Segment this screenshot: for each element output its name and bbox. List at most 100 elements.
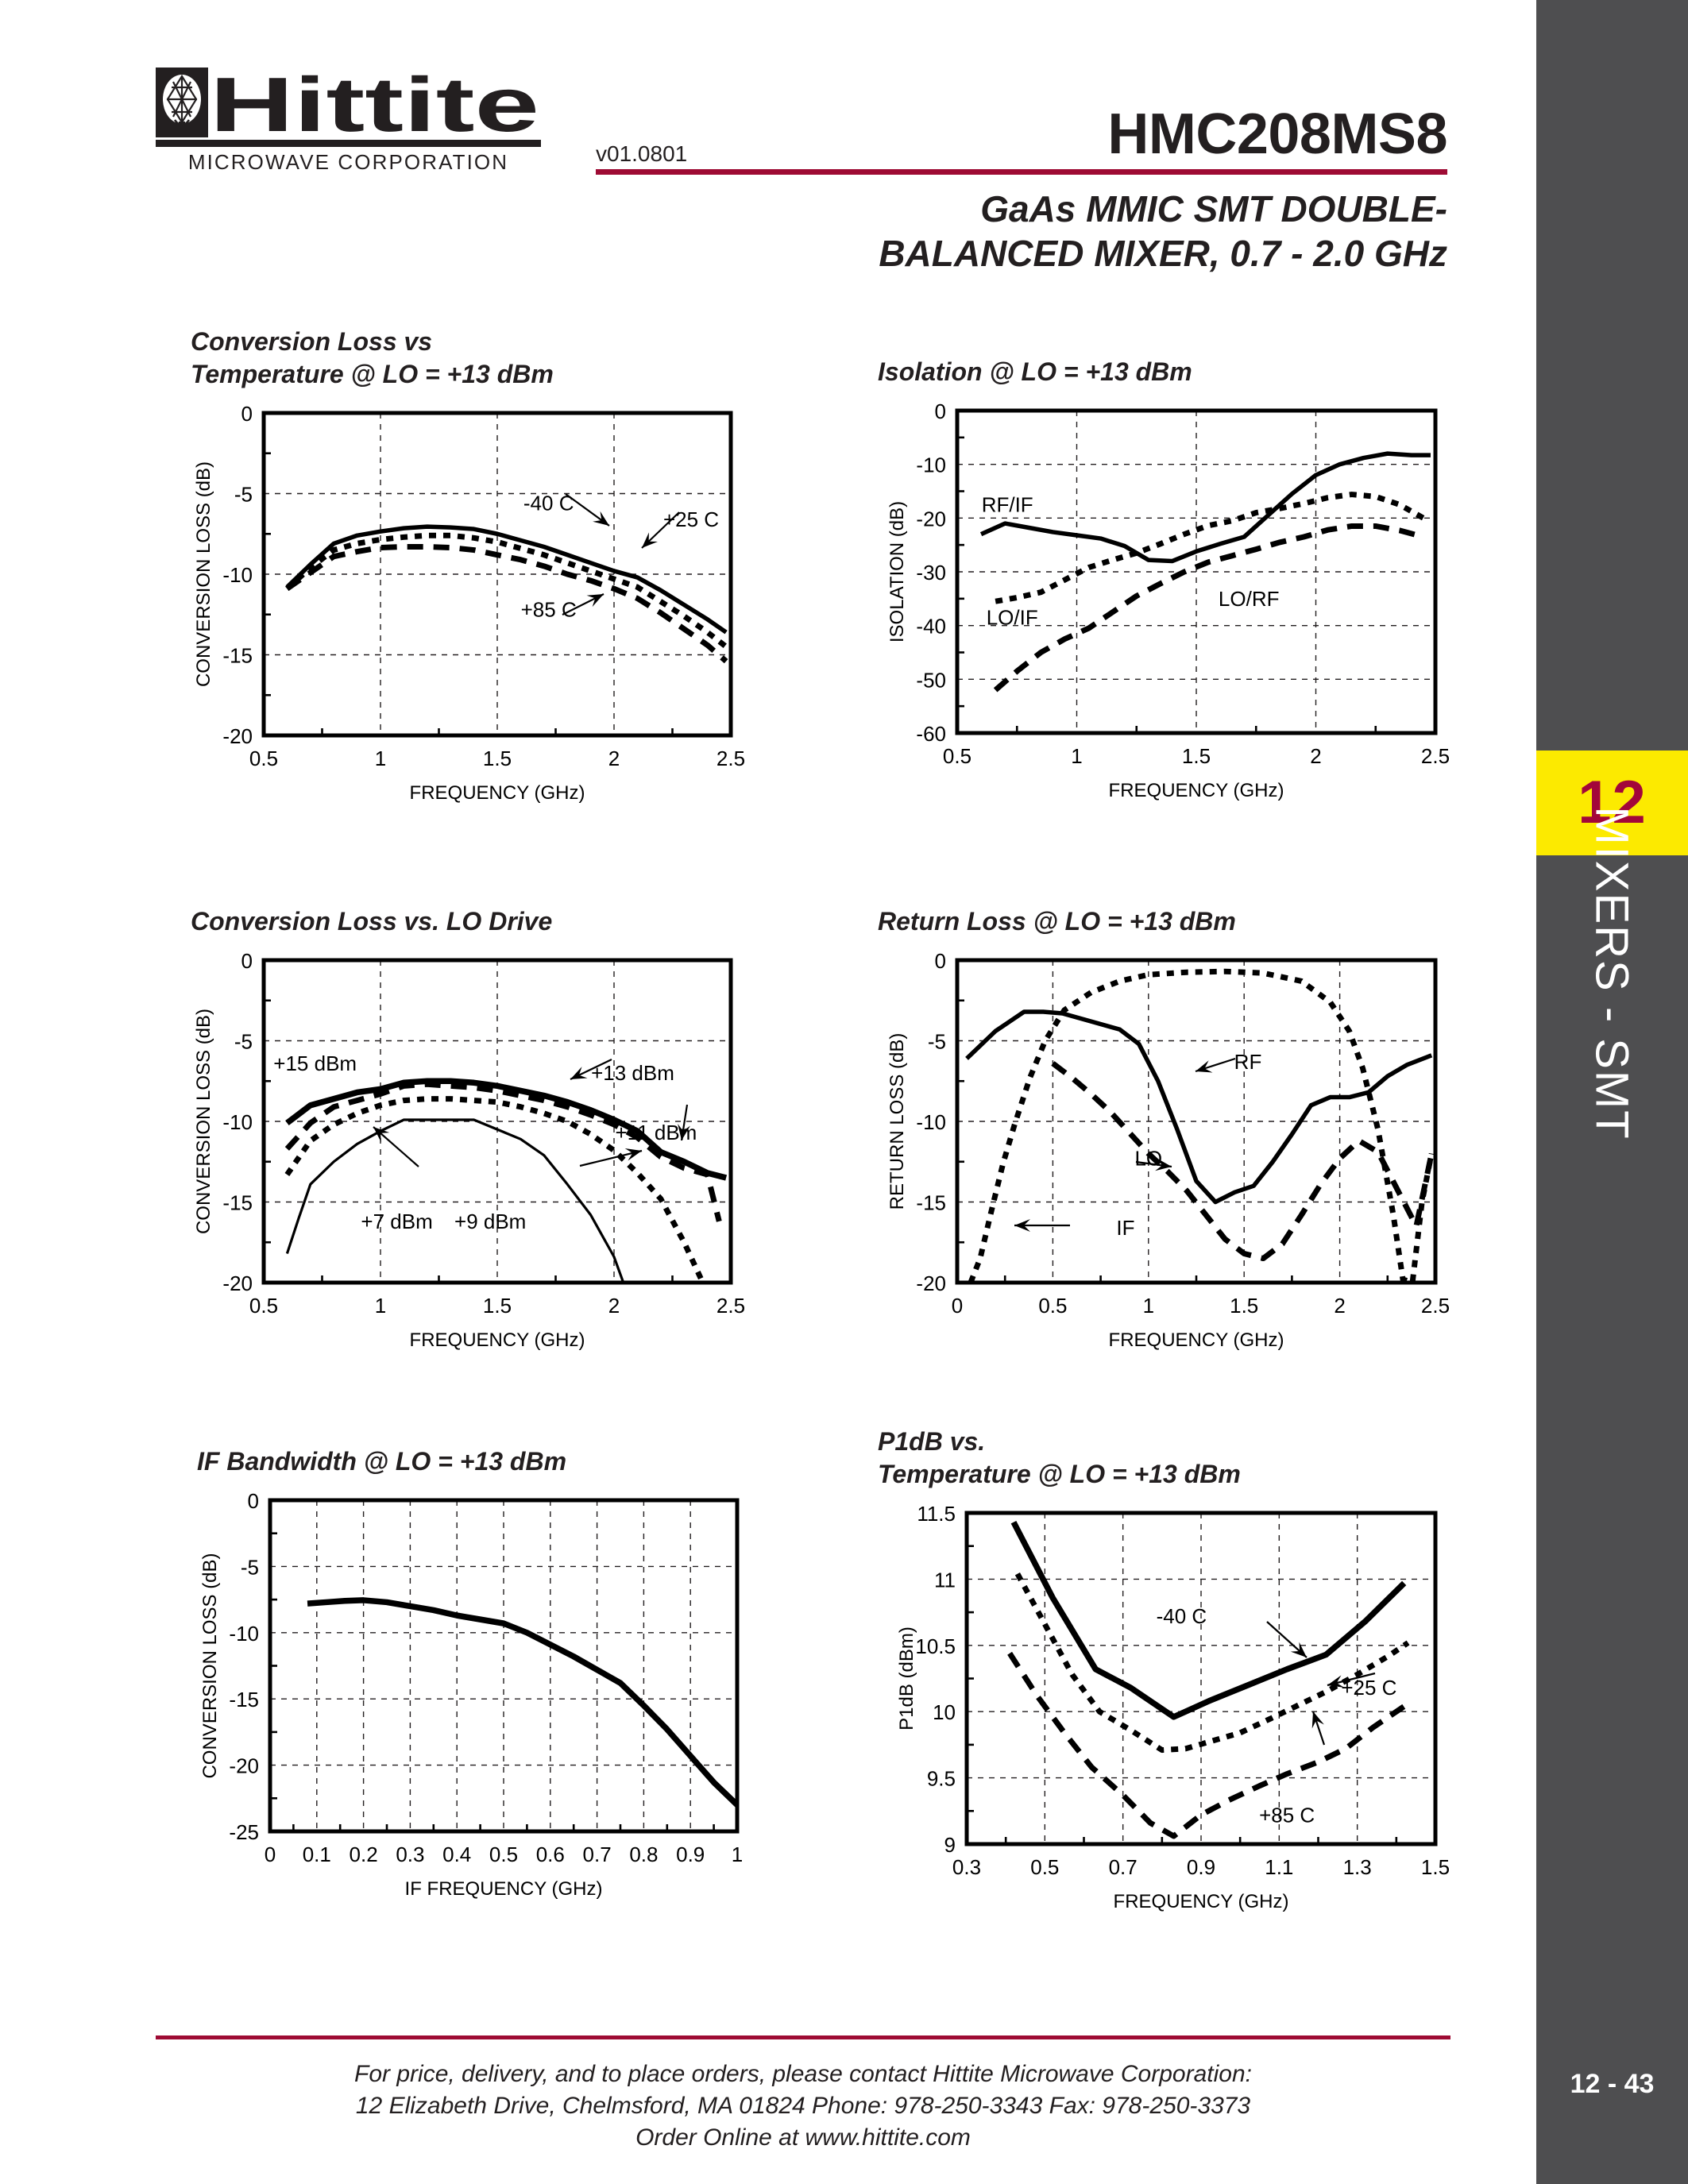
svg-text:LO: LO: [1134, 1147, 1162, 1171]
svg-text:-5: -5: [234, 1029, 253, 1053]
svg-text:1.3: 1.3: [1343, 1855, 1372, 1879]
svg-text:2.5: 2.5: [717, 747, 745, 770]
svg-text:IF: IF: [1116, 1216, 1134, 1240]
svg-text:0.4: 0.4: [442, 1843, 471, 1866]
svg-text:0: 0: [248, 1489, 259, 1513]
svg-text:-40 C: -40 C: [523, 492, 574, 515]
svg-text:0.7: 0.7: [583, 1843, 612, 1866]
svg-text:-15: -15: [916, 1190, 946, 1214]
svg-text:-10: -10: [222, 563, 253, 587]
plot-area: -60 -50 -40 -30 -20 -10 0 0.5 1 1.5 2 2.5 FREQUENCY …: [878, 396, 1450, 809]
svg-text:-20: -20: [222, 1271, 253, 1295]
svg-text:1: 1: [732, 1843, 743, 1866]
svg-text:0.5: 0.5: [489, 1843, 518, 1866]
section-sidebar: 12 MIXERS - SMT 12 - 43: [1536, 0, 1688, 2184]
svg-text:11: 11: [934, 1568, 956, 1592]
footer-contact: For price, delivery, and to place orders…: [156, 2059, 1450, 2154]
svg-text:0.5: 0.5: [1038, 1294, 1067, 1318]
svg-text:10.5: 10.5: [915, 1634, 956, 1658]
svg-text:2: 2: [1334, 1294, 1345, 1318]
svg-text:1.5: 1.5: [1421, 1855, 1450, 1879]
footer-line-1: For price, delivery, and to place orders…: [354, 2061, 1252, 2087]
svg-text:0: 0: [952, 1294, 963, 1318]
svg-text:-15: -15: [222, 643, 253, 667]
svg-text:11.5: 11.5: [917, 1502, 956, 1526]
chart-isolation: Isolation @ LO = +13 dBm -60 -50 -40 -30 -20…: [878, 356, 1450, 809]
footer-line-3: Order Online at www.hittite.com: [635, 2124, 971, 2151]
svg-text:2: 2: [608, 747, 620, 770]
svg-text:+15 dBm: +15 dBm: [273, 1051, 357, 1075]
svg-text:1.5: 1.5: [483, 747, 512, 770]
logo-subtitle: MICROWAVE CORPORATION: [187, 150, 509, 174]
svg-text:2.5: 2.5: [1421, 744, 1450, 768]
subtitle-line-2: BALANCED MIXER, 0.7 - 2.0 GHz: [879, 233, 1447, 275]
svg-text:-40 C: -40 C: [1157, 1604, 1207, 1628]
svg-text:CONVERSION LOSS (dB): CONVERSION LOSS (dB): [193, 1009, 214, 1234]
version-label: v01.0801: [596, 141, 688, 166]
chart-title: Conversion Loss vs Temperature @ LO = +1…: [191, 327, 554, 388]
logo-underline: [156, 140, 541, 147]
svg-text:-20: -20: [916, 1271, 946, 1295]
svg-text:9: 9: [944, 1833, 956, 1857]
svg-text:LO/RF: LO/RF: [1219, 587, 1280, 611]
subtitle-line-1: GaAs MMIC SMT DOUBLE-: [980, 188, 1447, 230]
svg-text:0.6: 0.6: [536, 1843, 565, 1866]
svg-text:RETURN LOSS (dB): RETURN LOSS (dB): [886, 1033, 908, 1210]
svg-text:+85 C: +85 C: [1259, 1803, 1315, 1827]
plot-area: -20 -15 -10 -5 0 0.5 1 1.5 2 2.5 FREQUENCY (GHz) CO…: [191, 946, 747, 1359]
svg-text:+9 dBm: +9 dBm: [454, 1210, 526, 1233]
svg-text:FREQUENCY (GHz): FREQUENCY (GHz): [410, 782, 585, 804]
svg-text:1: 1: [1071, 744, 1082, 768]
svg-text:+13 dBm: +13 dBm: [591, 1061, 674, 1085]
svg-text:-30: -30: [916, 561, 946, 585]
plot-area: -20 -15 -10 -5 0 0.5 1 1.5 2 2.5 FREQUENCY (GHz) CO…: [191, 399, 747, 812]
svg-text:0.1: 0.1: [303, 1843, 331, 1866]
svg-text:-20: -20: [916, 507, 946, 531]
svg-text:-10: -10: [222, 1110, 253, 1134]
section-tab[interactable]: 12: [1536, 751, 1688, 855]
svg-text:2: 2: [608, 1294, 620, 1318]
svg-text:1: 1: [1143, 1294, 1154, 1318]
svg-text:-10: -10: [916, 1110, 946, 1134]
svg-text:RF: RF: [1234, 1050, 1262, 1074]
chart-p1db-vs-temperature: P1dB vs. Temperature @ LO = +13 dBm 9 9.5…: [878, 1426, 1450, 1924]
svg-text:CONVERSION LOSS (dB): CONVERSION LOSS (dB): [199, 1553, 221, 1778]
svg-text:-25: -25: [229, 1820, 259, 1844]
svg-text:-15: -15: [222, 1190, 253, 1214]
svg-text:0.5: 0.5: [249, 1294, 278, 1318]
svg-text:0: 0: [935, 949, 946, 973]
part-number: HMC208MS8: [1107, 102, 1447, 166]
svg-text:-10: -10: [229, 1622, 259, 1646]
svg-text:1.1: 1.1: [1265, 1855, 1293, 1879]
svg-text:-15: -15: [229, 1688, 259, 1711]
svg-text:0.3: 0.3: [952, 1855, 981, 1879]
header-accent-rule: [596, 169, 1447, 175]
chart-return-loss: Return Loss @ LO = +13 dBm -20 -15 -10 -5 0 0…: [878, 905, 1450, 1359]
svg-text:0.3: 0.3: [396, 1843, 424, 1866]
svg-text:0.8: 0.8: [629, 1843, 658, 1866]
svg-text:0.9: 0.9: [1187, 1855, 1215, 1879]
section-label-vertical: MIXERS - SMT: [1536, 565, 1688, 1383]
svg-text:2.5: 2.5: [1421, 1294, 1450, 1318]
page-number: 12 - 43: [1570, 2069, 1655, 2099]
svg-text:FREQUENCY (GHz): FREQUENCY (GHz): [1114, 1891, 1289, 1912]
svg-text:0.5: 0.5: [1030, 1855, 1059, 1879]
chart-conversion-loss-vs-temperature: Conversion Loss vs Temperature @ LO = +1…: [191, 326, 747, 812]
svg-text:FREQUENCY (GHz): FREQUENCY (GHz): [410, 1329, 585, 1351]
svg-text:0: 0: [241, 402, 253, 426]
svg-text:1.5: 1.5: [1230, 1294, 1258, 1318]
svg-text:+85 C: +85 C: [521, 598, 577, 622]
svg-text:ISOLATION (dB): ISOLATION (dB): [886, 501, 908, 642]
svg-text:0.2: 0.2: [350, 1843, 378, 1866]
svg-text:10: 10: [933, 1700, 956, 1724]
svg-text:-5: -5: [241, 1555, 259, 1579]
chart-title: Conversion Loss vs. LO Drive: [191, 907, 553, 936]
svg-text:1: 1: [375, 747, 386, 770]
svg-text:CONVERSION LOSS (dB): CONVERSION LOSS (dB): [193, 461, 214, 687]
svg-text:2.5: 2.5: [717, 1294, 745, 1318]
svg-text:0: 0: [241, 949, 253, 973]
svg-text:-10: -10: [916, 453, 946, 477]
svg-text:-5: -5: [928, 1029, 946, 1053]
svg-text:1.5: 1.5: [1182, 744, 1211, 768]
svg-text:IF FREQUENCY (GHz): IF FREQUENCY (GHz): [405, 1878, 603, 1900]
